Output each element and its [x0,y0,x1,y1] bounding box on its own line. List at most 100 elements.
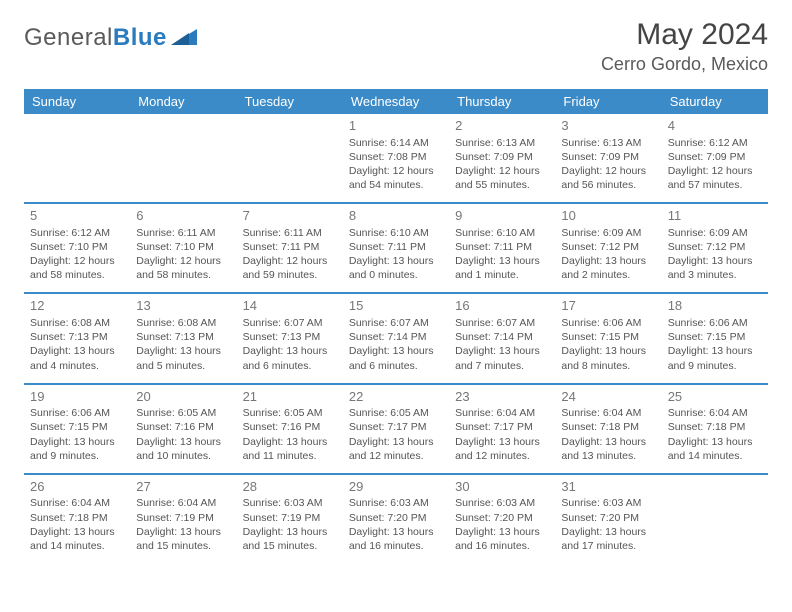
sunset-text: Sunset: 7:16 PM [243,420,337,434]
calendar-cell: 31Sunrise: 6:03 AMSunset: 7:20 PMDayligh… [555,474,661,563]
day-number: 10 [561,207,655,225]
calendar-cell: 11Sunrise: 6:09 AMSunset: 7:12 PMDayligh… [662,203,768,293]
sunset-text: Sunset: 7:15 PM [561,330,655,344]
calendar-cell [237,114,343,203]
calendar-row: 19Sunrise: 6:06 AMSunset: 7:15 PMDayligh… [24,384,768,474]
sunset-text: Sunset: 7:20 PM [349,511,443,525]
sunrise-text: Sunrise: 6:04 AM [30,496,124,510]
daylight-text: Daylight: 13 hours and 3 minutes. [668,254,762,282]
day-number: 13 [136,297,230,315]
day-number: 8 [349,207,443,225]
day-number: 9 [455,207,549,225]
daylight-text: Daylight: 13 hours and 13 minutes. [561,435,655,463]
calendar-cell: 10Sunrise: 6:09 AMSunset: 7:12 PMDayligh… [555,203,661,293]
sunset-text: Sunset: 7:20 PM [455,511,549,525]
sunset-text: Sunset: 7:10 PM [136,240,230,254]
day-header: Monday [130,89,236,114]
month-title: May 2024 [601,18,768,52]
daylight-text: Daylight: 12 hours and 54 minutes. [349,164,443,192]
day-number: 17 [561,297,655,315]
daylight-text: Daylight: 12 hours and 56 minutes. [561,164,655,192]
daylight-text: Daylight: 13 hours and 17 minutes. [561,525,655,553]
day-header: Sunday [24,89,130,114]
calendar-cell: 5Sunrise: 6:12 AMSunset: 7:10 PMDaylight… [24,203,130,293]
calendar-cell: 29Sunrise: 6:03 AMSunset: 7:20 PMDayligh… [343,474,449,563]
sunset-text: Sunset: 7:09 PM [561,150,655,164]
sunrise-text: Sunrise: 6:04 AM [455,406,549,420]
calendar-cell: 26Sunrise: 6:04 AMSunset: 7:18 PMDayligh… [24,474,130,563]
calendar-cell: 19Sunrise: 6:06 AMSunset: 7:15 PMDayligh… [24,384,130,474]
day-number: 22 [349,388,443,406]
sunrise-text: Sunrise: 6:09 AM [668,226,762,240]
day-number: 21 [243,388,337,406]
calendar-cell: 2Sunrise: 6:13 AMSunset: 7:09 PMDaylight… [449,114,555,203]
daylight-text: Daylight: 13 hours and 16 minutes. [349,525,443,553]
day-number: 11 [668,207,762,225]
calendar-cell: 14Sunrise: 6:07 AMSunset: 7:13 PMDayligh… [237,293,343,383]
logo-text: GeneralBlue [24,24,167,52]
sunset-text: Sunset: 7:17 PM [349,420,443,434]
calendar-cell: 4Sunrise: 6:12 AMSunset: 7:09 PMDaylight… [662,114,768,203]
calendar-table: SundayMondayTuesdayWednesdayThursdayFrid… [24,89,768,563]
calendar-body: 1Sunrise: 6:14 AMSunset: 7:08 PMDaylight… [24,114,768,563]
daylight-text: Daylight: 13 hours and 12 minutes. [455,435,549,463]
day-number: 14 [243,297,337,315]
sunrise-text: Sunrise: 6:05 AM [349,406,443,420]
calendar-cell: 9Sunrise: 6:10 AMSunset: 7:11 PMDaylight… [449,203,555,293]
sunset-text: Sunset: 7:19 PM [243,511,337,525]
daylight-text: Daylight: 13 hours and 6 minutes. [349,344,443,372]
sunset-text: Sunset: 7:18 PM [30,511,124,525]
daylight-text: Daylight: 12 hours and 57 minutes. [668,164,762,192]
day-number: 1 [349,117,443,135]
calendar-cell: 28Sunrise: 6:03 AMSunset: 7:19 PMDayligh… [237,474,343,563]
calendar-cell: 1Sunrise: 6:14 AMSunset: 7:08 PMDaylight… [343,114,449,203]
daylight-text: Daylight: 13 hours and 12 minutes. [349,435,443,463]
sunset-text: Sunset: 7:09 PM [455,150,549,164]
calendar-row: 26Sunrise: 6:04 AMSunset: 7:18 PMDayligh… [24,474,768,563]
logo-triangle-icon [171,27,197,50]
sunrise-text: Sunrise: 6:05 AM [243,406,337,420]
daylight-text: Daylight: 12 hours and 55 minutes. [455,164,549,192]
daylight-text: Daylight: 13 hours and 10 minutes. [136,435,230,463]
sunrise-text: Sunrise: 6:13 AM [455,136,549,150]
sunset-text: Sunset: 7:18 PM [668,420,762,434]
sunset-text: Sunset: 7:14 PM [455,330,549,344]
day-number: 26 [30,478,124,496]
daylight-text: Daylight: 13 hours and 7 minutes. [455,344,549,372]
sunset-text: Sunset: 7:11 PM [349,240,443,254]
daylight-text: Daylight: 13 hours and 1 minute. [455,254,549,282]
calendar-cell: 13Sunrise: 6:08 AMSunset: 7:13 PMDayligh… [130,293,236,383]
day-number: 25 [668,388,762,406]
day-header: Wednesday [343,89,449,114]
day-number: 30 [455,478,549,496]
title-block: May 2024 Cerro Gordo, Mexico [601,18,768,75]
sunrise-text: Sunrise: 6:04 AM [561,406,655,420]
daylight-text: Daylight: 13 hours and 2 minutes. [561,254,655,282]
calendar-row: 5Sunrise: 6:12 AMSunset: 7:10 PMDaylight… [24,203,768,293]
daylight-text: Daylight: 13 hours and 15 minutes. [243,525,337,553]
day-header: Tuesday [237,89,343,114]
sunset-text: Sunset: 7:17 PM [455,420,549,434]
logo-part1: General [24,24,113,51]
sunrise-text: Sunrise: 6:07 AM [243,316,337,330]
sunset-text: Sunset: 7:20 PM [561,511,655,525]
daylight-text: Daylight: 13 hours and 16 minutes. [455,525,549,553]
day-number: 6 [136,207,230,225]
calendar-cell: 24Sunrise: 6:04 AMSunset: 7:18 PMDayligh… [555,384,661,474]
day-number: 18 [668,297,762,315]
sunrise-text: Sunrise: 6:12 AM [668,136,762,150]
day-number: 29 [349,478,443,496]
daylight-text: Daylight: 12 hours and 58 minutes. [30,254,124,282]
day-number: 20 [136,388,230,406]
calendar-row: 12Sunrise: 6:08 AMSunset: 7:13 PMDayligh… [24,293,768,383]
daylight-text: Daylight: 12 hours and 58 minutes. [136,254,230,282]
sunrise-text: Sunrise: 6:13 AM [561,136,655,150]
sunrise-text: Sunrise: 6:06 AM [561,316,655,330]
sunrise-text: Sunrise: 6:04 AM [136,496,230,510]
sunrise-text: Sunrise: 6:06 AM [30,406,124,420]
day-number: 5 [30,207,124,225]
day-number: 16 [455,297,549,315]
logo-part2: Blue [113,24,167,51]
daylight-text: Daylight: 13 hours and 9 minutes. [30,435,124,463]
calendar-cell [662,474,768,563]
